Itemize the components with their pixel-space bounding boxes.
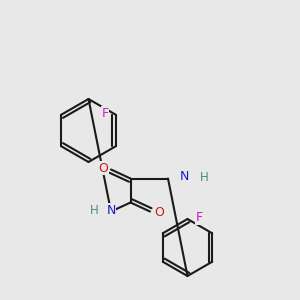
Text: F: F <box>196 211 203 224</box>
Text: O: O <box>99 161 108 175</box>
Text: N: N <box>106 203 116 217</box>
Text: F: F <box>102 107 109 120</box>
Text: H: H <box>90 203 99 217</box>
Text: H: H <box>200 171 208 184</box>
Text: O: O <box>154 206 164 220</box>
Text: N: N <box>180 170 189 184</box>
